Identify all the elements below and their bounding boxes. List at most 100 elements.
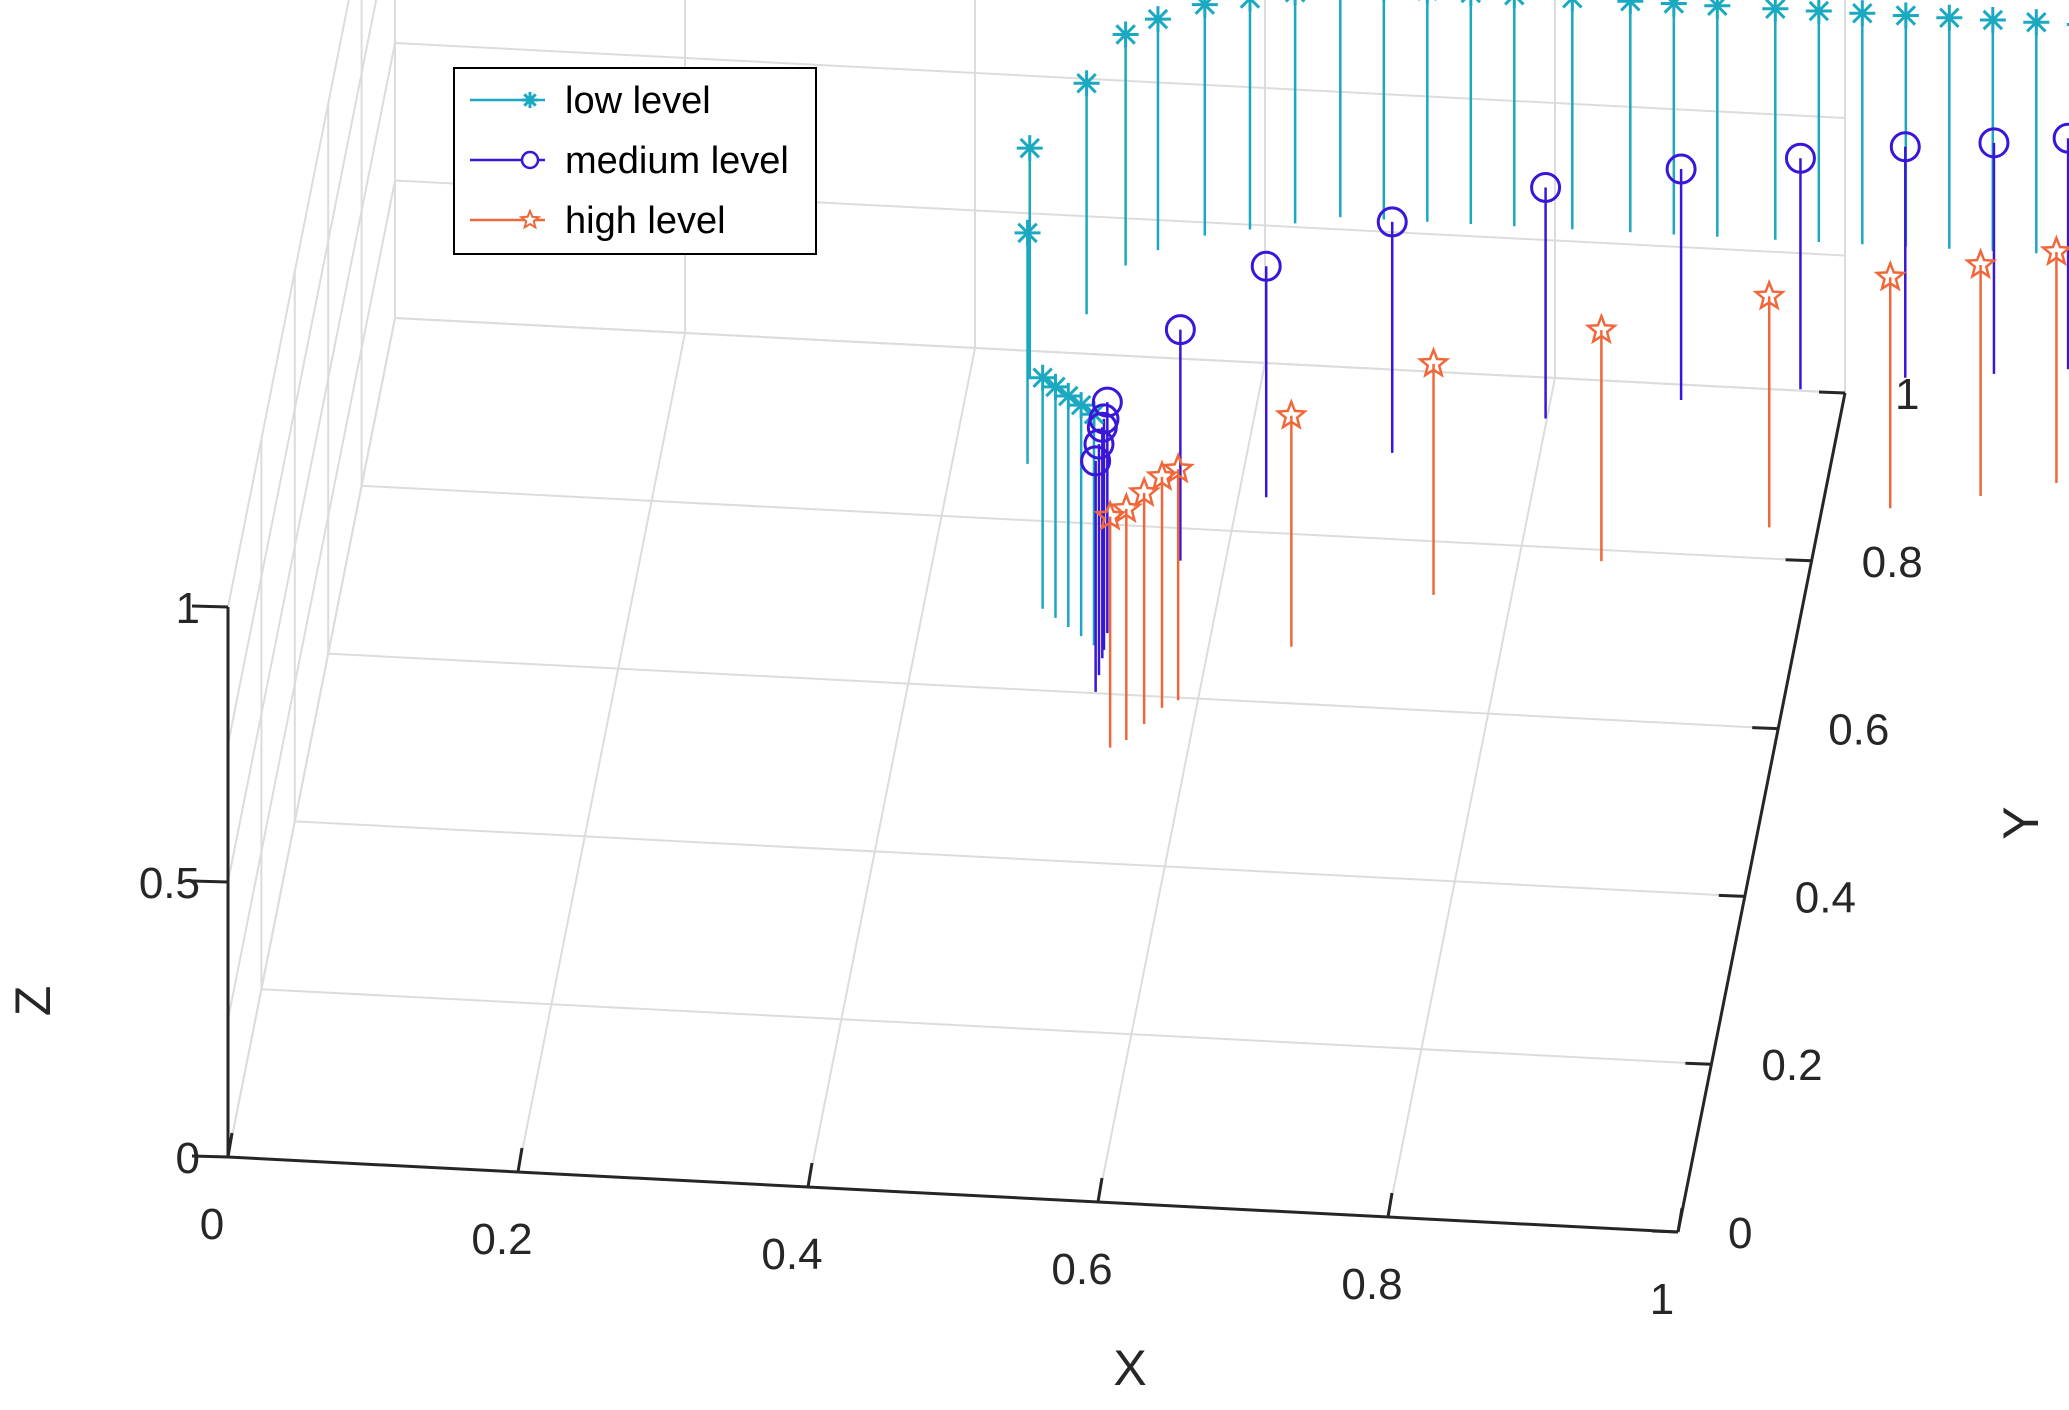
z-tick bbox=[191, 1154, 229, 1159]
x-tick-label: 0.6 bbox=[1051, 1245, 1112, 1294]
grid-line bbox=[1097, 362, 1266, 1203]
legend-label: medium level bbox=[565, 140, 789, 182]
x-tick bbox=[1096, 1177, 1104, 1203]
medium-level-marker bbox=[1088, 403, 1120, 435]
x-tick-label: 0 bbox=[200, 1200, 224, 1249]
low-level-marker bbox=[1562, 0, 1583, 12]
x-tick bbox=[516, 1147, 524, 1173]
x-tick bbox=[806, 1162, 814, 1188]
y-axis-title: Y bbox=[1993, 806, 2049, 839]
x-tick-label: 1 bbox=[1650, 1275, 1674, 1324]
x-tick bbox=[226, 1132, 234, 1158]
low-level-marker bbox=[1191, 0, 1218, 18]
high-level-marker bbox=[1274, 398, 1308, 430]
medium-level-marker bbox=[1080, 445, 1112, 477]
asterisk-stroke bbox=[1620, 0, 1634, 12]
legend-marker-high bbox=[518, 208, 542, 230]
asterisk-stroke bbox=[523, 93, 537, 107]
low-level-marker bbox=[1016, 135, 1043, 162]
low-level-marker bbox=[1112, 21, 1139, 48]
y-tick bbox=[1685, 1061, 1712, 1066]
legend-marker-low bbox=[522, 92, 538, 108]
y-tick bbox=[1818, 390, 1846, 395]
asterisk-stroke bbox=[1058, 385, 1079, 407]
low-level-marker bbox=[1805, 0, 1832, 24]
high-level-marker bbox=[1416, 346, 1451, 378]
grid-line bbox=[227, 0, 378, 745]
grid-line bbox=[394, 42, 1846, 119]
low-level-marker bbox=[1236, 0, 1263, 12]
y-tick-label: 0.4 bbox=[1795, 873, 1856, 922]
z-tick bbox=[191, 879, 229, 884]
asterisk-stroke bbox=[1076, 73, 1097, 94]
low-level-marker bbox=[1892, 2, 1919, 29]
asterisk-stroke bbox=[1982, 9, 2004, 31]
y-tick bbox=[1651, 1229, 1679, 1234]
high-level-marker bbox=[1873, 259, 1907, 292]
grid-line bbox=[807, 347, 976, 1188]
legend-label: high level bbox=[565, 200, 726, 242]
asterisk-stroke bbox=[1765, 0, 1786, 19]
high-level-marker bbox=[1127, 475, 1161, 508]
y-tick-label: 1 bbox=[1895, 370, 1919, 419]
low-level-marker bbox=[1979, 6, 2006, 33]
low-level-marker bbox=[1073, 70, 1100, 97]
x-tick bbox=[1676, 1207, 1684, 1233]
grid-line bbox=[294, 820, 1745, 898]
asterisk-stroke bbox=[1115, 24, 1136, 45]
y-tick-label: 0.8 bbox=[1862, 538, 1923, 587]
marker-layer bbox=[1014, 0, 2069, 531]
medium-level-marker bbox=[1091, 386, 1123, 418]
medium-level-marker bbox=[1665, 153, 1697, 185]
x-tick bbox=[1386, 1192, 1394, 1218]
asterisk-stroke bbox=[1070, 394, 1092, 416]
low-level-marker bbox=[1504, 0, 1525, 9]
x-tick-label: 0.2 bbox=[471, 1215, 532, 1264]
asterisk-stroke bbox=[1852, 2, 1873, 24]
high-level-marker bbox=[2039, 234, 2069, 267]
grid-line bbox=[517, 332, 686, 1173]
asterisk-stroke bbox=[1032, 367, 1053, 388]
z-axis-title: Z bbox=[5, 986, 61, 1017]
grid-line bbox=[394, 317, 1846, 394]
grid-line bbox=[261, 988, 1712, 1066]
grid-line bbox=[227, 180, 396, 1020]
low-level-marker bbox=[1460, 0, 1482, 6]
y-tick-label: 0 bbox=[1728, 1209, 1752, 1258]
low-level-marker bbox=[2023, 9, 2050, 36]
stem-layer bbox=[1026, 0, 2069, 748]
medium-level-marker bbox=[1784, 142, 1816, 174]
asterisk-stroke bbox=[1019, 137, 1040, 159]
grid-line bbox=[227, 0, 350, 608]
medium-level-marker bbox=[1978, 127, 2010, 159]
x-axis-line bbox=[227, 1155, 1679, 1234]
legend: low level medium level high level bbox=[453, 67, 817, 255]
z-tick-label: 1 bbox=[176, 584, 200, 633]
label-layer: 0 0.2 0.4 0.6 0.8 1 0 0.2 0.4 0.6 0.8 1 0 0.5 1 bbox=[139, 370, 1923, 1324]
medium-level-marker bbox=[1530, 171, 1562, 203]
z-tick-label: 0.5 bbox=[139, 859, 200, 908]
legend-label: low level bbox=[565, 80, 711, 122]
asterisk-stroke bbox=[1045, 376, 1066, 398]
low-level-marker bbox=[1382, 0, 1386, 2]
low-level-marker bbox=[1849, 0, 1876, 27]
medium-level-marker bbox=[1376, 206, 1408, 238]
grid-line bbox=[328, 652, 1779, 730]
low-level-marker bbox=[1418, 0, 1437, 4]
asterisk-stroke bbox=[1571, 0, 1583, 9]
y-tick-label: 0.6 bbox=[1828, 706, 1889, 755]
x-tick-label: 0.8 bbox=[1341, 1260, 1402, 1309]
asterisk-stroke bbox=[1707, 0, 1726, 16]
x-axis-title: X bbox=[1113, 1340, 1146, 1396]
z-tick-label: 0 bbox=[176, 1134, 200, 1183]
medium-level-marker bbox=[1164, 314, 1196, 346]
medium-level-marker bbox=[1250, 250, 1282, 282]
high-level-marker bbox=[1752, 278, 1786, 311]
grid-line bbox=[227, 42, 396, 883]
y-axis-line bbox=[1676, 392, 1847, 1233]
asterisk-stroke bbox=[1808, 0, 1830, 22]
grid-line bbox=[227, 317, 396, 1158]
low-level-marker bbox=[1014, 219, 1041, 246]
legend-marker-medium bbox=[520, 150, 540, 170]
